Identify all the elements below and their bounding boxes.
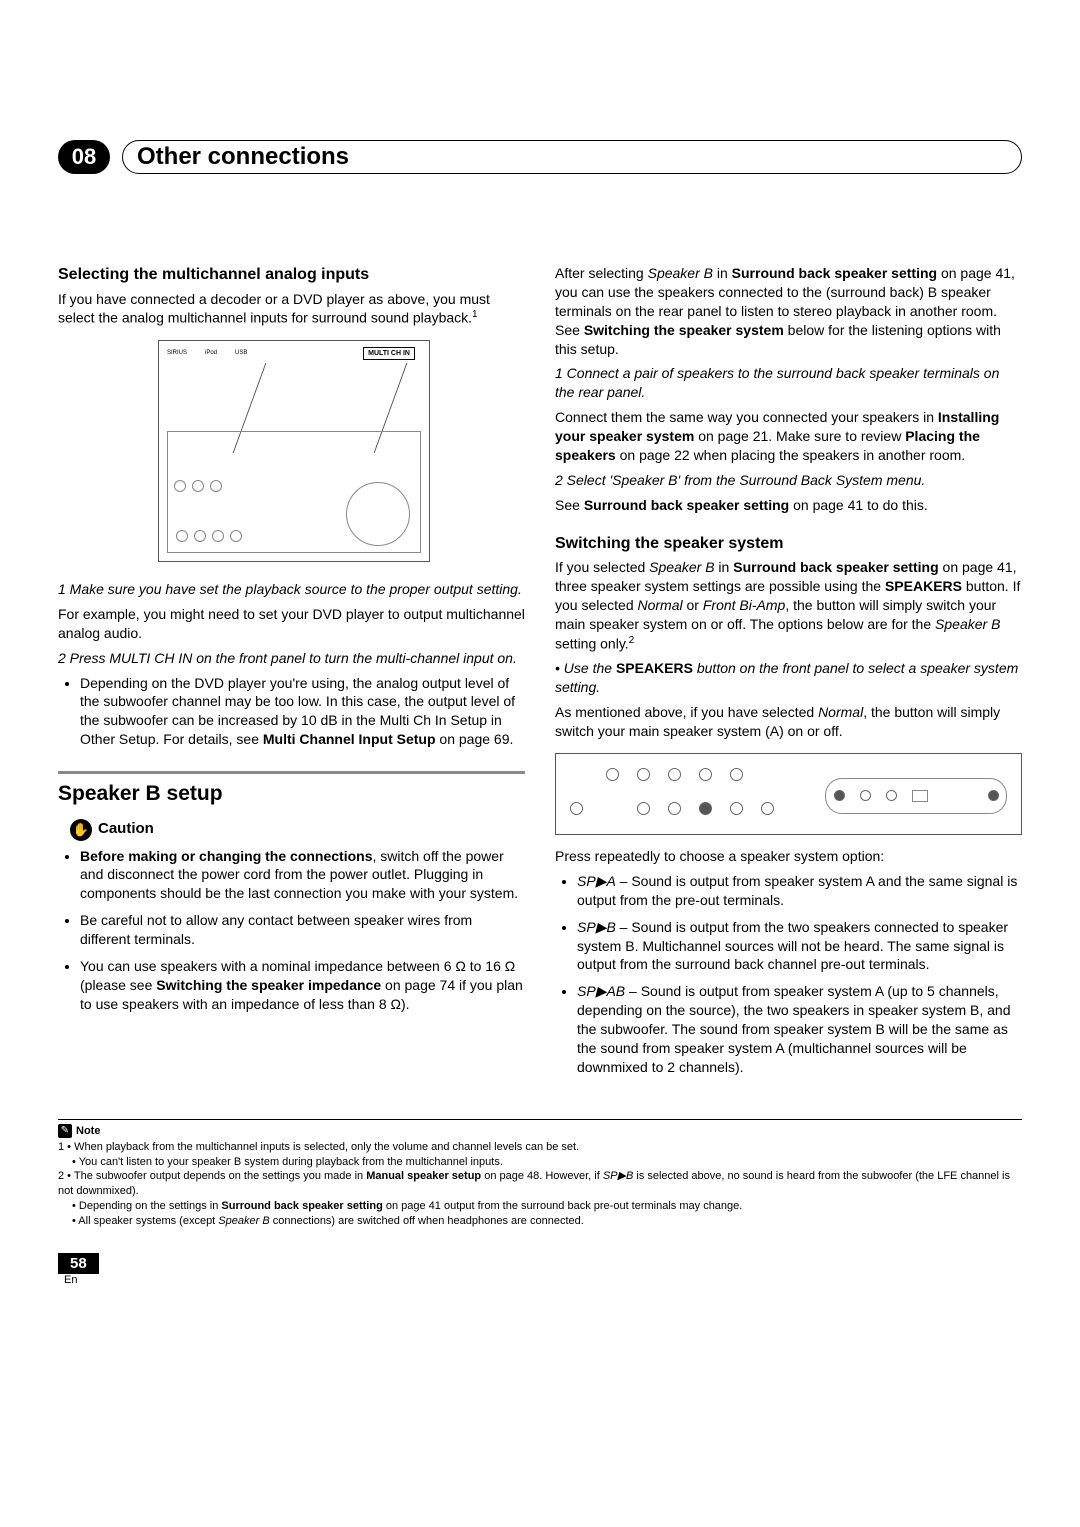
list-item: SP▶AB – Sound is output from speaker sys… (577, 982, 1022, 1076)
list-item: Depending on the DVD player you're using… (80, 674, 525, 750)
footnote-line: 2 • The subwoofer output depends on the … (58, 1169, 1022, 1199)
body-text: If you have connected a decoder or a DVD… (58, 290, 525, 328)
body-text: As mentioned above, if you have selected… (555, 703, 1022, 741)
body-text: For example, you might need to set your … (58, 605, 525, 643)
chapter-number-badge: 08 (58, 140, 110, 174)
note-icon: ✎ (58, 1124, 72, 1138)
left-column: Selecting the multichannel analog inputs… (58, 264, 525, 1085)
step-text: 2 Press MULTI CH IN on the front panel t… (58, 649, 525, 668)
footnotes: 1 • When playback from the multichannel … (58, 1140, 1022, 1229)
list-item: Be careful not to allow any contact betw… (80, 911, 525, 949)
section-heading: Switching the speaker system (555, 533, 1022, 555)
diagram-label: iPod (205, 349, 217, 357)
footnote-line: • All speaker systems (except Speaker B … (58, 1214, 1022, 1229)
footnote-line: 1 • When playback from the multichannel … (58, 1140, 1022, 1155)
body-text: If you selected Speaker B in Surround ba… (555, 558, 1022, 653)
control-panel-diagram (555, 753, 1022, 835)
caution-label: Caution (98, 819, 154, 839)
chapter-header: 08 Other connections (58, 140, 1022, 174)
footnote-line: • You can't listen to your speaker B sys… (58, 1155, 1022, 1170)
footnote-rule (58, 1119, 1022, 1120)
diagram-highlight-label: MULTI CH IN (363, 347, 415, 360)
step-text: 1 Make sure you have set the playback so… (58, 580, 525, 599)
note-label: Note (76, 1125, 100, 1137)
right-column: After selecting Speaker B in Surround ba… (555, 264, 1022, 1085)
body-text: See Surround back speaker setting on pag… (555, 496, 1022, 515)
diagram-label: SIRIUS (167, 349, 187, 357)
step-text: 2 Select 'Speaker B' from the Surround B… (555, 471, 1022, 490)
page-language: En (64, 1274, 1022, 1286)
footnote-line: • Depending on the settings in Surround … (58, 1199, 1022, 1214)
list-item: Before making or changing the connection… (80, 847, 525, 904)
list-item: SP▶A – Sound is output from speaker syst… (577, 872, 1022, 910)
body-text: Connect them the same way you connected … (555, 408, 1022, 465)
caution-icon: ✋ (70, 819, 92, 841)
chapter-title: Other connections (122, 140, 1022, 174)
section-heading-large: Speaker B setup (58, 771, 525, 808)
step-text: 1 Connect a pair of speakers to the surr… (555, 364, 1022, 402)
diagram-label: USB (235, 349, 247, 357)
body-text: Press repeatedly to choose a speaker sys… (555, 847, 1022, 866)
front-panel-diagram: SIRIUS iPod USB MULTI CH IN (158, 340, 430, 562)
list-item: SP▶B – Sound is output from the two spea… (577, 918, 1022, 975)
list-item: You can use speakers with a nominal impe… (80, 957, 525, 1014)
step-text: • Use the SPEAKERS button on the front p… (555, 659, 1022, 697)
body-text: After selecting Speaker B in Surround ba… (555, 264, 1022, 358)
section-heading: Selecting the multichannel analog inputs (58, 264, 525, 286)
page-number: 58 (58, 1253, 99, 1274)
